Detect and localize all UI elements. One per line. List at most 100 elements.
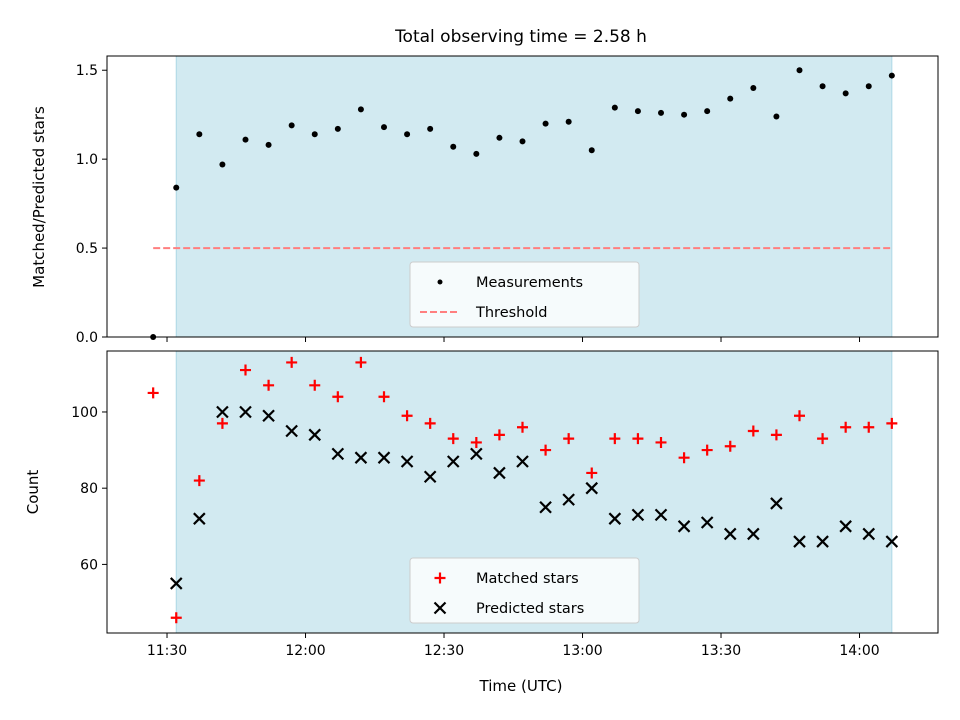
predicted-point bbox=[677, 520, 691, 533]
predicted-point bbox=[354, 451, 368, 464]
predicted-point bbox=[793, 535, 806, 548]
measurement-point bbox=[242, 136, 249, 143]
predicted-point bbox=[562, 493, 575, 506]
predicted-point bbox=[169, 577, 183, 590]
y-tick-label: 0.5 bbox=[76, 241, 98, 257]
measurement-point bbox=[219, 161, 226, 168]
matched-point bbox=[240, 364, 251, 376]
matched-point bbox=[263, 379, 275, 391]
predicted-point bbox=[839, 520, 852, 533]
measurement-point bbox=[427, 125, 434, 132]
x-tick-label: 11:30 bbox=[147, 643, 187, 659]
measurement-point bbox=[888, 72, 895, 79]
predicted-point bbox=[216, 405, 229, 419]
bottom-panel: 60 80 100 11:30 12:00 12:30 13:00 13:30 14:00 Mat… bbox=[71, 350, 939, 659]
legend-measurement-swatch bbox=[437, 279, 443, 285]
predicted-point bbox=[608, 512, 622, 525]
legend-box bbox=[409, 261, 640, 328]
matched-point bbox=[517, 421, 528, 433]
predicted-point bbox=[331, 447, 345, 461]
measurement-point bbox=[542, 120, 549, 127]
matched-point bbox=[632, 433, 644, 445]
predicted-point bbox=[308, 428, 322, 442]
measurement-point bbox=[842, 90, 849, 97]
measurement-point bbox=[750, 85, 757, 92]
matched-point bbox=[678, 452, 690, 464]
predicted-point bbox=[747, 527, 760, 541]
predicted-point bbox=[631, 508, 645, 522]
matched-point bbox=[724, 440, 736, 452]
top-panel: 0.0 0.5 1.0 1.5 Measurements Threshold bbox=[76, 55, 939, 346]
measurement-point bbox=[173, 184, 180, 191]
matched-point bbox=[470, 436, 482, 448]
measurement-point bbox=[473, 150, 480, 157]
measurement-point bbox=[819, 83, 826, 90]
predicted-point bbox=[239, 405, 252, 419]
measurement-point bbox=[288, 122, 295, 129]
measurement-point bbox=[796, 67, 803, 74]
matched-point bbox=[378, 391, 390, 403]
legend: Matched stars Predicted stars bbox=[409, 557, 640, 624]
measurement-point bbox=[311, 131, 318, 138]
predicted-point bbox=[493, 466, 506, 480]
measurement-point bbox=[865, 83, 872, 90]
predicted-point bbox=[423, 470, 437, 484]
predicted-point bbox=[654, 508, 668, 522]
x-tick-label: 12:30 bbox=[424, 643, 464, 659]
measurement-point bbox=[196, 131, 203, 138]
matched-point bbox=[701, 444, 713, 456]
measurement-point bbox=[357, 106, 364, 113]
matched-point bbox=[170, 612, 182, 624]
measurement-point bbox=[519, 138, 526, 145]
predicted-point bbox=[862, 527, 876, 541]
legend-predicted-swatch bbox=[433, 601, 447, 615]
predicted-point bbox=[377, 451, 391, 464]
matched-point bbox=[401, 410, 413, 422]
predicted-point bbox=[516, 455, 529, 468]
predicted-point bbox=[400, 455, 414, 468]
measurement-point bbox=[727, 95, 734, 102]
top-y-axis-label: Matched/Predicted stars bbox=[30, 106, 48, 288]
predicted-point bbox=[285, 424, 298, 438]
series-predicted-stars bbox=[169, 405, 899, 590]
measurement-point bbox=[496, 134, 503, 141]
series-measurements bbox=[150, 67, 895, 340]
matched-point bbox=[147, 387, 159, 399]
matched-point bbox=[886, 417, 898, 429]
predicted-point bbox=[539, 500, 552, 514]
matched-point bbox=[840, 421, 852, 433]
predicted-point bbox=[262, 409, 275, 423]
matched-point bbox=[447, 433, 459, 445]
predicted-point bbox=[700, 516, 714, 529]
x-tick-label: 13:00 bbox=[562, 643, 602, 659]
measurement-point bbox=[704, 108, 711, 115]
matched-point bbox=[817, 433, 829, 445]
matched-point bbox=[286, 356, 298, 368]
matched-point bbox=[216, 417, 228, 429]
predicted-point bbox=[470, 447, 483, 461]
legend-label: Measurements bbox=[476, 275, 583, 291]
measurement-point bbox=[565, 118, 572, 125]
matched-point bbox=[794, 410, 805, 422]
legend-label: Threshold bbox=[475, 305, 547, 321]
measurement-point bbox=[381, 124, 387, 131]
measurement-point bbox=[450, 143, 457, 150]
bottom-y-axis-label: Count bbox=[24, 470, 42, 515]
matched-point bbox=[770, 429, 782, 441]
matched-point bbox=[193, 475, 205, 487]
x-tick-label: 12:00 bbox=[285, 643, 325, 659]
predicted-point bbox=[446, 455, 460, 468]
matched-point bbox=[493, 429, 505, 441]
matched-point bbox=[747, 425, 759, 437]
measurement-point bbox=[404, 131, 411, 138]
predicted-point bbox=[816, 535, 829, 548]
measurement-point bbox=[611, 104, 618, 111]
matched-point bbox=[609, 433, 621, 445]
legend-box bbox=[409, 557, 640, 624]
plot-frame bbox=[106, 55, 939, 338]
matched-point bbox=[309, 379, 321, 391]
y-tick-label: 1.0 bbox=[76, 152, 98, 168]
matched-point bbox=[332, 391, 344, 403]
matched-point bbox=[586, 467, 598, 479]
